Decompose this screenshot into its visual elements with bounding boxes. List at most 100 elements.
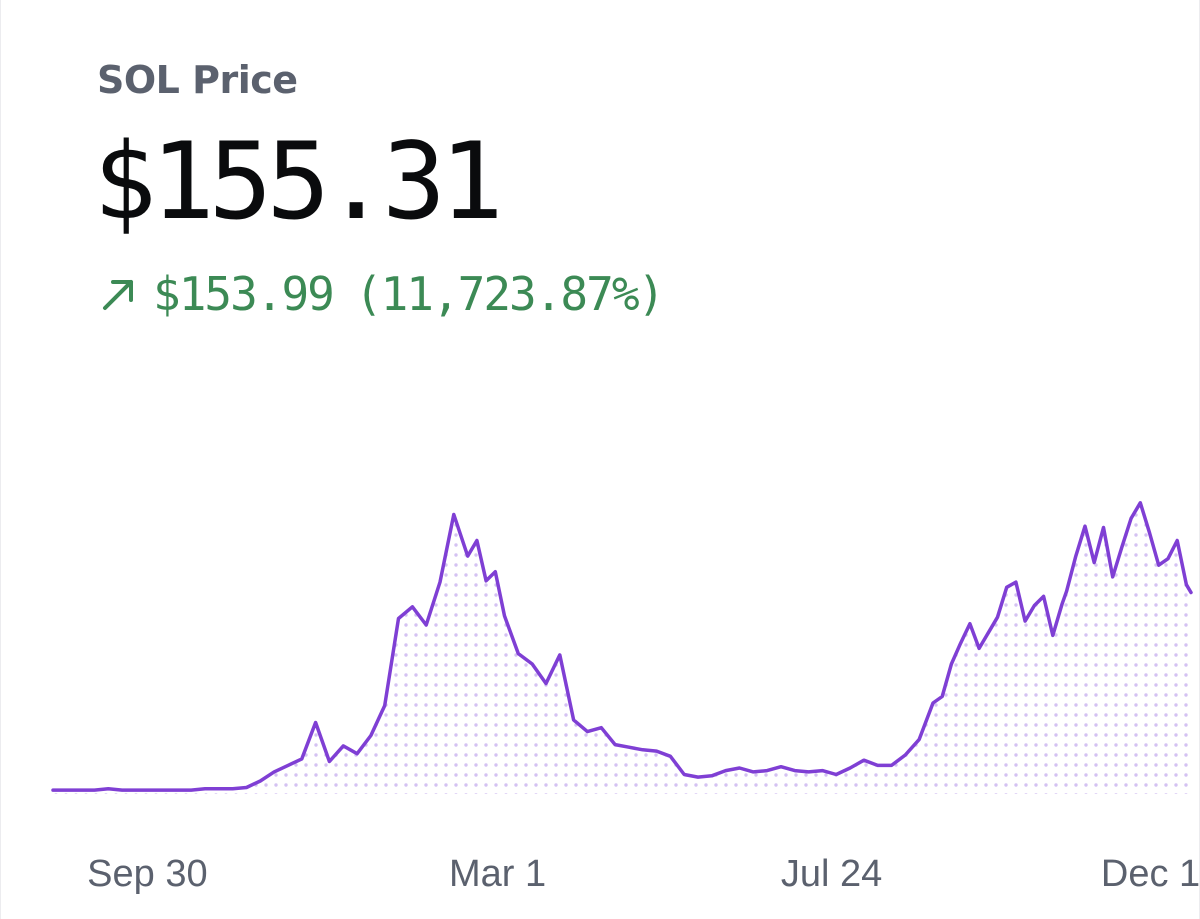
asset-title: SOL Price [97, 58, 298, 102]
current-price: $155.31 [93, 120, 504, 243]
price-point [544, 682, 548, 686]
price-point [106, 787, 110, 791]
price-point [848, 766, 852, 770]
price-point [530, 662, 534, 666]
price-point [1129, 516, 1133, 520]
price-point [558, 653, 562, 657]
price-point [369, 734, 373, 738]
price-point [93, 788, 97, 792]
x-axis: Sep 30 Mar 1 Jul 24 Dec 14 [87, 853, 1200, 895]
price-point [959, 641, 963, 645]
price-point [876, 763, 880, 767]
price-area-fill [53, 502, 1191, 794]
change-percent: (11,723.87%) [354, 267, 665, 321]
arrow-up-right-icon [103, 280, 133, 311]
price-point [314, 721, 318, 725]
price-point [1083, 524, 1087, 528]
price-point [134, 788, 138, 792]
price-point [968, 622, 972, 626]
price-point [189, 788, 193, 792]
price-point [79, 788, 83, 792]
price-point [51, 788, 55, 792]
price-point [383, 704, 387, 708]
price-point [475, 539, 479, 543]
price-point [1102, 526, 1106, 530]
price-point [613, 743, 617, 747]
price-point [996, 615, 1000, 619]
price-point [1051, 633, 1055, 637]
price-point [949, 662, 953, 666]
price-point [1175, 539, 1179, 543]
price-point [245, 786, 249, 790]
price-point [1189, 591, 1193, 595]
price-point [1184, 583, 1188, 587]
price-point [793, 769, 797, 773]
price-point [503, 614, 507, 618]
price-change: $153.99 (11,723.87%) [99, 267, 665, 321]
price-point [834, 773, 838, 777]
price-point [1023, 619, 1027, 623]
x-tick-label: Mar 1 [449, 853, 546, 895]
price-line [51, 501, 1193, 792]
price-point [765, 769, 769, 773]
price-point [397, 617, 401, 621]
price-point [120, 788, 124, 792]
price-point [1060, 602, 1064, 606]
price-point [627, 745, 631, 749]
price-point [493, 570, 497, 574]
price-point [258, 779, 262, 783]
price-point [286, 763, 290, 767]
price-point [175, 788, 179, 792]
price-point [890, 763, 894, 767]
price-point [1074, 554, 1078, 558]
price-point [751, 770, 755, 774]
price-point [300, 757, 304, 761]
price-point [668, 754, 672, 758]
price-point [820, 769, 824, 773]
price-point [641, 748, 645, 752]
price-point [724, 769, 728, 773]
price-point [931, 701, 935, 705]
price-point [1166, 557, 1170, 561]
x-tick-label: Dec 14 [1101, 853, 1200, 895]
price-point [1092, 561, 1096, 565]
price-point [1032, 604, 1036, 608]
price-point [355, 752, 359, 756]
price-point [452, 513, 456, 517]
price-point [1005, 585, 1009, 589]
price-point [599, 726, 603, 730]
price-point [1157, 563, 1161, 567]
price-point [572, 718, 576, 722]
price-point [1138, 501, 1142, 505]
x-tick-label: Sep 30 [87, 853, 207, 895]
price-point [585, 730, 589, 734]
price-point [986, 631, 990, 635]
price-point [484, 579, 488, 583]
price-point [424, 623, 428, 627]
price-point [162, 788, 166, 792]
price-point [438, 580, 442, 584]
chart-plot-area [51, 501, 1193, 794]
price-point [682, 773, 686, 777]
price-point [977, 646, 981, 650]
x-tick-label: Jul 24 [781, 853, 882, 895]
price-point [807, 770, 811, 774]
price-point [1111, 575, 1115, 579]
price-point [862, 758, 866, 762]
price-point [1065, 589, 1069, 593]
price-point [696, 775, 700, 779]
price-point [327, 760, 331, 764]
price-point [779, 765, 783, 769]
price-point [65, 788, 69, 792]
price-point [516, 652, 520, 656]
price-point [1120, 545, 1124, 549]
price-point [1042, 594, 1046, 598]
price-point [917, 737, 921, 741]
price-point [903, 753, 907, 757]
price-point [272, 770, 276, 774]
price-point [1014, 580, 1018, 584]
price-point [217, 787, 221, 791]
price-point [341, 744, 345, 748]
